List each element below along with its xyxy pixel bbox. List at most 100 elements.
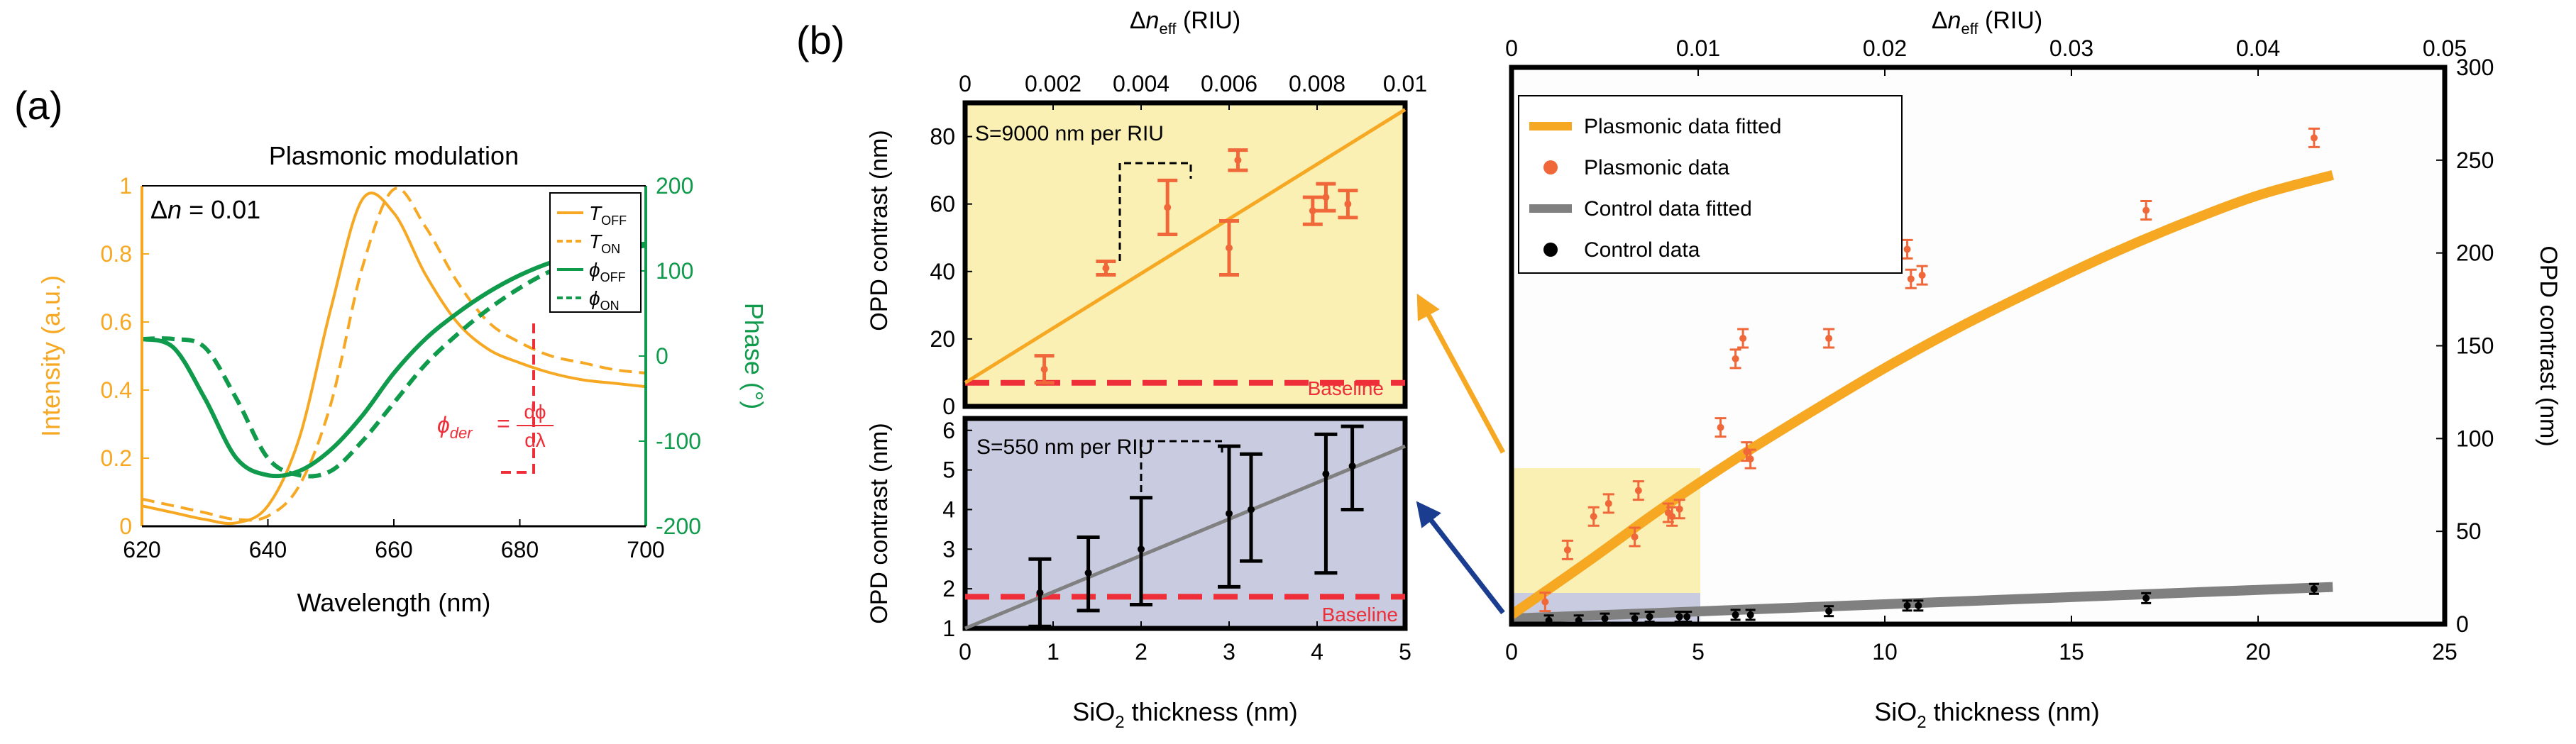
legend-label-phi-on: ϕON bbox=[589, 287, 620, 313]
plasmonic-data-marker bbox=[1739, 335, 1747, 343]
main-xlabel: SiO2 thickness (nm) bbox=[1874, 697, 2099, 732]
x-tick-label: 660 bbox=[375, 537, 412, 562]
x-tick-label: 25 bbox=[2432, 639, 2457, 665]
control-data-marker bbox=[1631, 615, 1639, 623]
arrow-control-inset bbox=[1416, 501, 1505, 615]
y-right-tick-label: 150 bbox=[2456, 333, 2494, 359]
svg-text:dλ: dλ bbox=[524, 429, 546, 451]
x-tick-label: 0 bbox=[959, 639, 971, 665]
x2-tick-label: 0.05 bbox=[2423, 35, 2467, 61]
plasmonic-data-marker bbox=[2310, 134, 2318, 142]
y-left-tick-label: 0.4 bbox=[101, 377, 132, 403]
x-tick-label: 3 bbox=[1223, 639, 1235, 665]
main-legend: Plasmonic data fitted Plasmonic data Con… bbox=[1518, 95, 1903, 274]
legend-swatch-control-data bbox=[1543, 243, 1558, 257]
x2-tick-label: 0.04 bbox=[2236, 35, 2280, 61]
x-tick-label: 640 bbox=[249, 537, 287, 562]
inset-top-ylabel: OPD contrast (nm) bbox=[866, 130, 893, 331]
y-tick-label: 40 bbox=[930, 259, 955, 284]
y-tick-label: 3 bbox=[942, 536, 955, 562]
control-data-marker bbox=[1732, 611, 1739, 618]
x-tick-label: 0 bbox=[1505, 639, 1518, 665]
plasmonic-data-marker bbox=[1668, 513, 1676, 521]
x-tick-label: 5 bbox=[1399, 639, 1411, 665]
inset-bottom-baseline-label: Baseline bbox=[1322, 604, 1398, 626]
y-tick-label: 1 bbox=[942, 616, 955, 641]
panel-a-ylabel-right: Phase (°) bbox=[739, 303, 769, 409]
y-left-tick-label: 0 bbox=[119, 513, 132, 539]
x-tick-label: 680 bbox=[501, 537, 539, 562]
plasmonic-data-marker bbox=[2142, 206, 2150, 214]
plasmonic-data-marker bbox=[1675, 505, 1683, 513]
y-right-tick-label: -200 bbox=[656, 513, 701, 539]
x-tick-label: 10 bbox=[1872, 639, 1898, 665]
data-point-marker bbox=[1036, 589, 1044, 596]
y-left-tick-label: 0.2 bbox=[101, 445, 132, 471]
control-data-marker bbox=[1683, 613, 1691, 621]
arrow-plasmonic-inset bbox=[1416, 293, 1506, 454]
panel-b-main-chart: 0 5 10 15 20 250 0.01 0.02 0.03 0.04 0.05050100150… bbox=[1505, 7, 2562, 732]
y-right-tick-label: 100 bbox=[656, 258, 693, 284]
plasmonic-data-marker bbox=[1541, 598, 1549, 606]
y-tick-label: 6 bbox=[942, 418, 955, 443]
control-data-marker bbox=[1915, 601, 1922, 609]
y-left-tick-label: 0.8 bbox=[101, 241, 132, 267]
phi-der-dashed-triangle bbox=[495, 323, 535, 474]
x2-tick-label: 0.006 bbox=[1201, 71, 1257, 96]
x-tick-label: 620 bbox=[123, 537, 160, 562]
plasmonic-data-marker bbox=[1746, 455, 1754, 463]
inset-top-slope-triangle bbox=[1118, 162, 1192, 261]
panel-b-control-inset: S=550 nm per RIU Baseline OPD contrast (… bbox=[866, 416, 1411, 732]
legend-label-control-data: Control data bbox=[1584, 238, 1700, 262]
y-right-tick-label: 200 bbox=[2456, 240, 2494, 266]
x2-tick-label: 0 bbox=[959, 71, 971, 96]
plasmonic-fit-line bbox=[1508, 170, 2335, 619]
data-point-marker bbox=[1234, 156, 1242, 164]
legend-swatch-plasmonic-data bbox=[1543, 160, 1558, 174]
data-point-marker bbox=[1248, 506, 1255, 513]
x-tick-label: 5 bbox=[1692, 639, 1705, 665]
plasmonic-data-marker bbox=[1732, 355, 1739, 362]
control-data-marker bbox=[1746, 611, 1754, 618]
x2-tick-label: 0.008 bbox=[1289, 71, 1345, 96]
svg-text:ϕder: ϕder bbox=[437, 412, 473, 442]
x2-tick-label: 0.01 bbox=[1383, 71, 1427, 96]
data-point-marker bbox=[1322, 194, 1330, 201]
plasmonic-data-marker bbox=[1634, 487, 1642, 494]
panel-a-ylabel-left: Intensity (a.u.) bbox=[36, 275, 65, 437]
legend-label-t-off: TOFF bbox=[589, 202, 627, 228]
panel-a-xlabel: Wavelength (nm) bbox=[297, 588, 491, 617]
panel-a-title: Plasmonic modulation bbox=[269, 141, 519, 170]
y-tick-label: 2 bbox=[942, 576, 955, 601]
control-data-marker bbox=[1825, 607, 1833, 615]
x2-tick-label: 0.002 bbox=[1025, 71, 1081, 96]
control-data-marker bbox=[2142, 594, 2150, 602]
x2-tick-label: 0.02 bbox=[1863, 35, 1907, 61]
y-tick-label: 0 bbox=[942, 394, 955, 419]
svg-text:dϕ: dϕ bbox=[524, 401, 546, 423]
y-tick-label: 60 bbox=[930, 191, 955, 217]
y-right-tick-label: 0 bbox=[2456, 611, 2469, 637]
delta-n-annotation: Δn = 0.01 bbox=[150, 195, 260, 224]
series-line-t-off bbox=[141, 191, 646, 526]
data-point-marker bbox=[1226, 510, 1233, 518]
panel-label-a: (a) bbox=[14, 83, 62, 128]
y-right-tick-label: 100 bbox=[2456, 426, 2494, 451]
y-left-tick-label: 1 bbox=[119, 173, 132, 199]
legend-label-control-fit: Control data fitted bbox=[1584, 197, 1752, 221]
x2-tick-label: 0 bbox=[1505, 35, 1518, 61]
plasmonic-data-marker bbox=[1590, 513, 1597, 521]
y-tick-label: 4 bbox=[942, 496, 955, 522]
data-point-marker bbox=[1309, 207, 1316, 215]
x2-tick-label: 0.004 bbox=[1113, 71, 1169, 96]
control-data-marker bbox=[2310, 585, 2318, 593]
plasmonic-data-marker bbox=[1907, 275, 1915, 283]
data-point-marker bbox=[1138, 545, 1145, 553]
data-point-marker bbox=[1102, 265, 1110, 272]
legend-label-plasmonic-fit: Plasmonic data fitted bbox=[1584, 115, 1781, 138]
x-tick-label: 20 bbox=[2245, 639, 2271, 665]
inset-top-sensitivity: S=9000 nm per RIU bbox=[975, 122, 1164, 145]
x-tick-label: 700 bbox=[627, 537, 664, 562]
data-point-marker bbox=[1348, 462, 1356, 470]
